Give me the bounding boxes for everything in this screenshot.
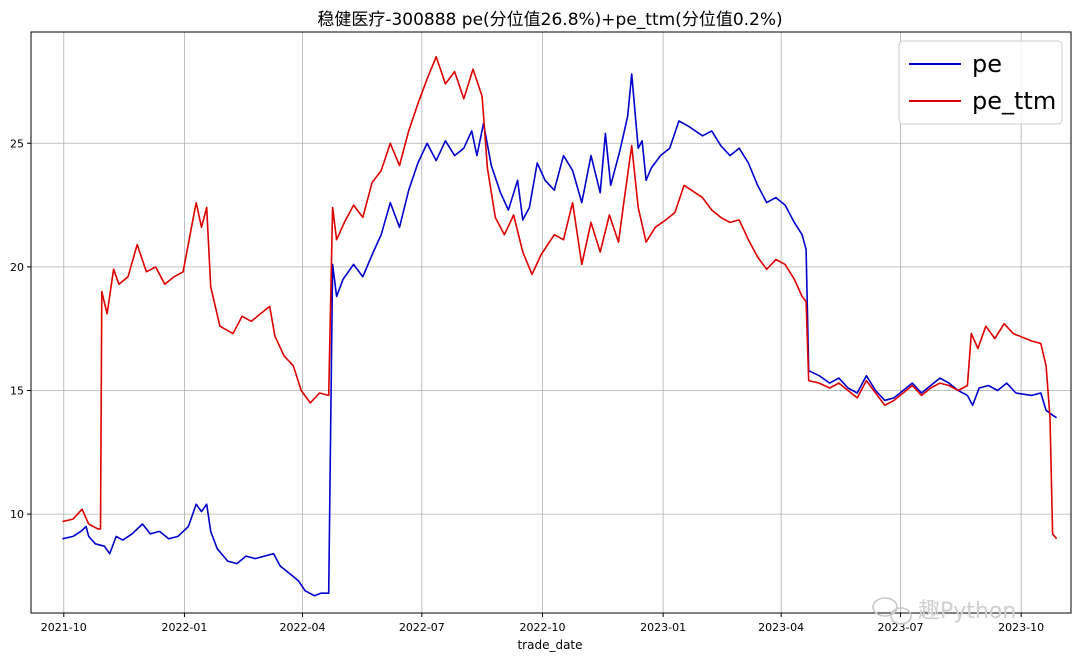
y-tick-label: 10 [10,508,24,521]
legend-label-pe: pe [972,50,1002,78]
grid-lines [31,32,1071,613]
series-line-pe-ttm [62,55,1058,540]
x-axis-ticks: 2021-10 2022-01 2022-04 2022-07 2022-10 2023-… [41,613,1044,634]
legend-box [898,40,1063,125]
x-tick-label: 2022-01 [161,621,207,634]
y-axis-ticks: 10 15 20 25 [10,137,31,521]
x-tick-label: 2023-01 [640,621,686,634]
x-tick-label: 2022-07 [399,621,445,634]
series-lines [62,55,1058,597]
x-tick-label: 2023-10 [998,621,1044,634]
y-tick-label: 25 [10,137,24,150]
series-line-pe [62,73,1058,597]
x-tick-label: 2023-04 [758,621,804,634]
chart-title: 稳健医疗-300888 pe(分位值26.8%)+pe_ttm(分位值0.2%) [317,10,782,30]
x-tick-label: 2022-10 [519,621,565,634]
x-tick-label: 2023-07 [878,621,924,634]
legend-label-pe-ttm: pe_ttm [972,87,1056,115]
x-tick-label: 2021-10 [41,621,87,634]
watermark: 趣Python [872,597,1016,625]
x-axis-title: trade_date [517,638,582,652]
watermark-text: 趣Python [918,599,1016,624]
y-tick-label: 20 [10,261,24,274]
plot-frame [30,31,1072,614]
y-tick-label: 15 [10,384,24,397]
x-tick-label: 2022-04 [279,621,325,634]
legend: pe pe_ttm [898,40,1063,125]
wechat-icon [872,597,912,625]
